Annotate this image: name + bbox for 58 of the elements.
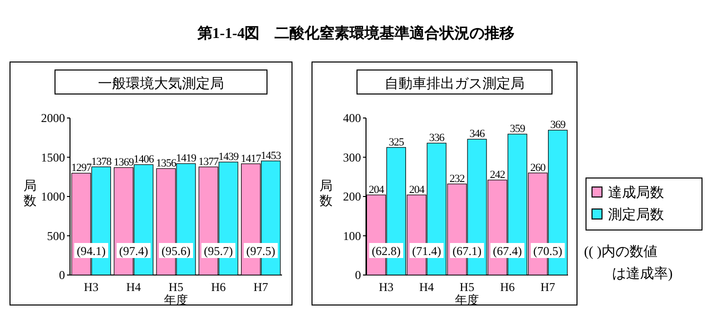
y-tick-label: 0 [355,268,361,282]
annotation: (97.4) [119,244,148,258]
data-label: 1406 [134,154,155,166]
annotation: (70.5) [533,244,562,258]
annotation: (71.4) [412,244,442,258]
x-tick-label: H4 [419,280,434,294]
x-tick-label: H4 [126,280,141,294]
x-tick-label: H5 [460,280,474,294]
data-label: 1419 [176,152,197,165]
data-label: 346 [470,128,486,140]
data-label: 260 [530,162,546,174]
legend-label: 達成局数 [608,185,664,201]
y-tick-label: 1000 [41,190,65,204]
y-tick-label: 400 [343,111,361,125]
y-axis-title: 局数 [24,178,36,208]
data-label: 1417 [240,152,262,165]
chart-subtitle: 自動車排出ガス測定局 [384,76,524,92]
y-tick-label: 300 [343,150,361,164]
text: 第1-1-4図 二酸化窒素環境基準適合状況の推移 [196,24,515,42]
data-label: 242 [490,169,505,182]
data-label: 369 [550,119,566,132]
x-tick-label: H6 [211,280,226,294]
annotation: (95.6) [162,244,190,258]
x-tick-label: H3 [84,280,99,294]
annotation: (62.8) [372,244,401,258]
chart-subtitle: 一般環境大気測定局 [98,76,224,92]
y-tick-label: 100 [343,228,361,243]
data-label: 204 [409,184,426,196]
data-label: 1439 [218,151,240,164]
annotation: (94.1) [76,244,106,258]
data-label: 1378 [91,156,112,168]
x-tick-label: H7 [253,280,268,294]
annotation: (95.7) [204,244,233,258]
x-tick-label: H6 [500,280,515,294]
legend-label: 測定局数 [608,207,664,223]
data-label: 1453 [260,150,282,162]
data-label: 359 [510,123,526,136]
data-label: 232 [450,172,464,185]
y-tick-label: 200 [343,190,361,204]
data-label: 325 [388,136,405,148]
annotation: (97.5) [246,244,276,258]
y-tick-label: 0 [59,268,65,282]
x-tick-label: H3 [378,280,394,294]
annotation: (67.4) [492,244,522,258]
annotation: (67.1) [452,244,482,258]
y-tick-label: 2000 [41,111,65,125]
x-tick-label: H7 [540,280,556,294]
data-label: 1297 [71,162,92,174]
data-label: 1377 [198,156,220,168]
data-label: 204 [368,184,385,196]
y-axis-title: 局数 [320,178,332,208]
data-label: 1369 [114,156,135,169]
y-tick-label: 1500 [41,150,65,164]
data-label: 336 [429,132,446,144]
data-label: 1356 [156,158,177,170]
text: (( )内の数値は達成率) [584,244,673,282]
x-tick-label: H5 [168,280,184,294]
y-tick-label: 500 [47,228,65,243]
